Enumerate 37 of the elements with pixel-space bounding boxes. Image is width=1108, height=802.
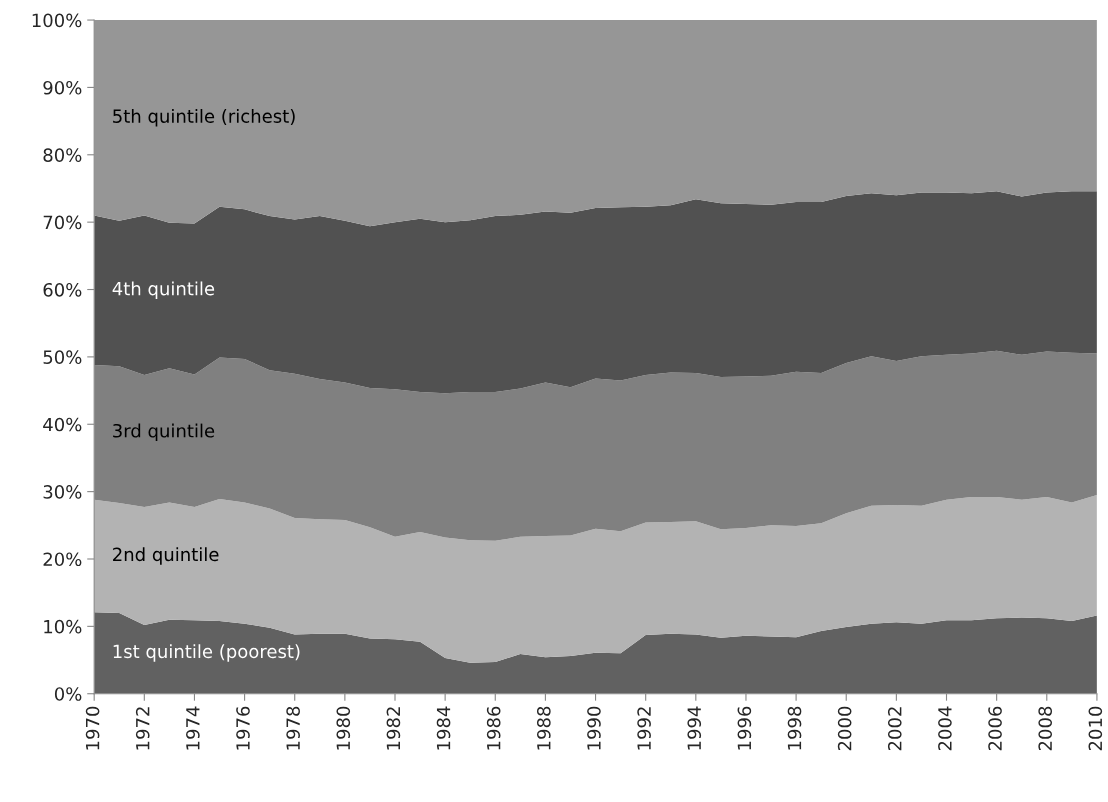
y-tick-label: 40% — [43, 417, 82, 432]
x-tick-label: 2006 — [988, 706, 1002, 751]
x-tick-label: 1986 — [486, 706, 501, 750]
series-label: 5th quintile (richest) — [113, 109, 295, 127]
x-tick-label: 2002 — [887, 707, 902, 751]
x-tick-label: 1998 — [787, 706, 802, 750]
x-tick-label: 2004 — [938, 706, 952, 751]
y-tick-label: 100% — [32, 13, 82, 28]
series-label: 2nd quintile — [113, 547, 219, 565]
y-tick-label: 20% — [43, 552, 82, 567]
x-tick-label: 1972 — [135, 707, 150, 750]
series-label: 4th quintile — [112, 281, 215, 299]
x-tick-label: 2010 — [1088, 706, 1103, 751]
x-tick-label: 1976 — [236, 706, 250, 750]
x-tick-label: 1992 — [637, 707, 651, 750]
x-tick-label: 1982 — [386, 707, 401, 750]
x-tick-label: 1990 — [587, 706, 601, 750]
y-tick-label: 90% — [43, 80, 82, 95]
y-tick-label: 60% — [43, 282, 82, 297]
y-tick-label: 30% — [43, 485, 82, 499]
series-label: 1st quintile (poorest) — [113, 644, 300, 662]
y-tick-label: 50% — [43, 350, 82, 365]
series-label: 3rd quintile — [113, 423, 215, 442]
x-tick-label: 1994 — [687, 706, 702, 750]
x-tick-label: 1974 — [186, 706, 200, 750]
x-tick-label: 1996 — [737, 706, 752, 750]
x-tick-label: 1978 — [286, 706, 300, 750]
x-tick-label: 1988 — [536, 706, 551, 750]
x-tick-label: 1970 — [85, 706, 100, 750]
x-tick-label: 1984 — [436, 706, 451, 750]
y-tick-label: 10% — [44, 619, 82, 634]
x-tick-label: 1980 — [336, 706, 351, 750]
x-tick-label: 2000 — [837, 706, 852, 751]
y-tick-label: 80% — [43, 148, 82, 162]
x-tick-label: 2008 — [1038, 706, 1053, 751]
y-tick-label: 70% — [43, 215, 82, 230]
y-tick-label: 0% — [54, 687, 82, 701]
